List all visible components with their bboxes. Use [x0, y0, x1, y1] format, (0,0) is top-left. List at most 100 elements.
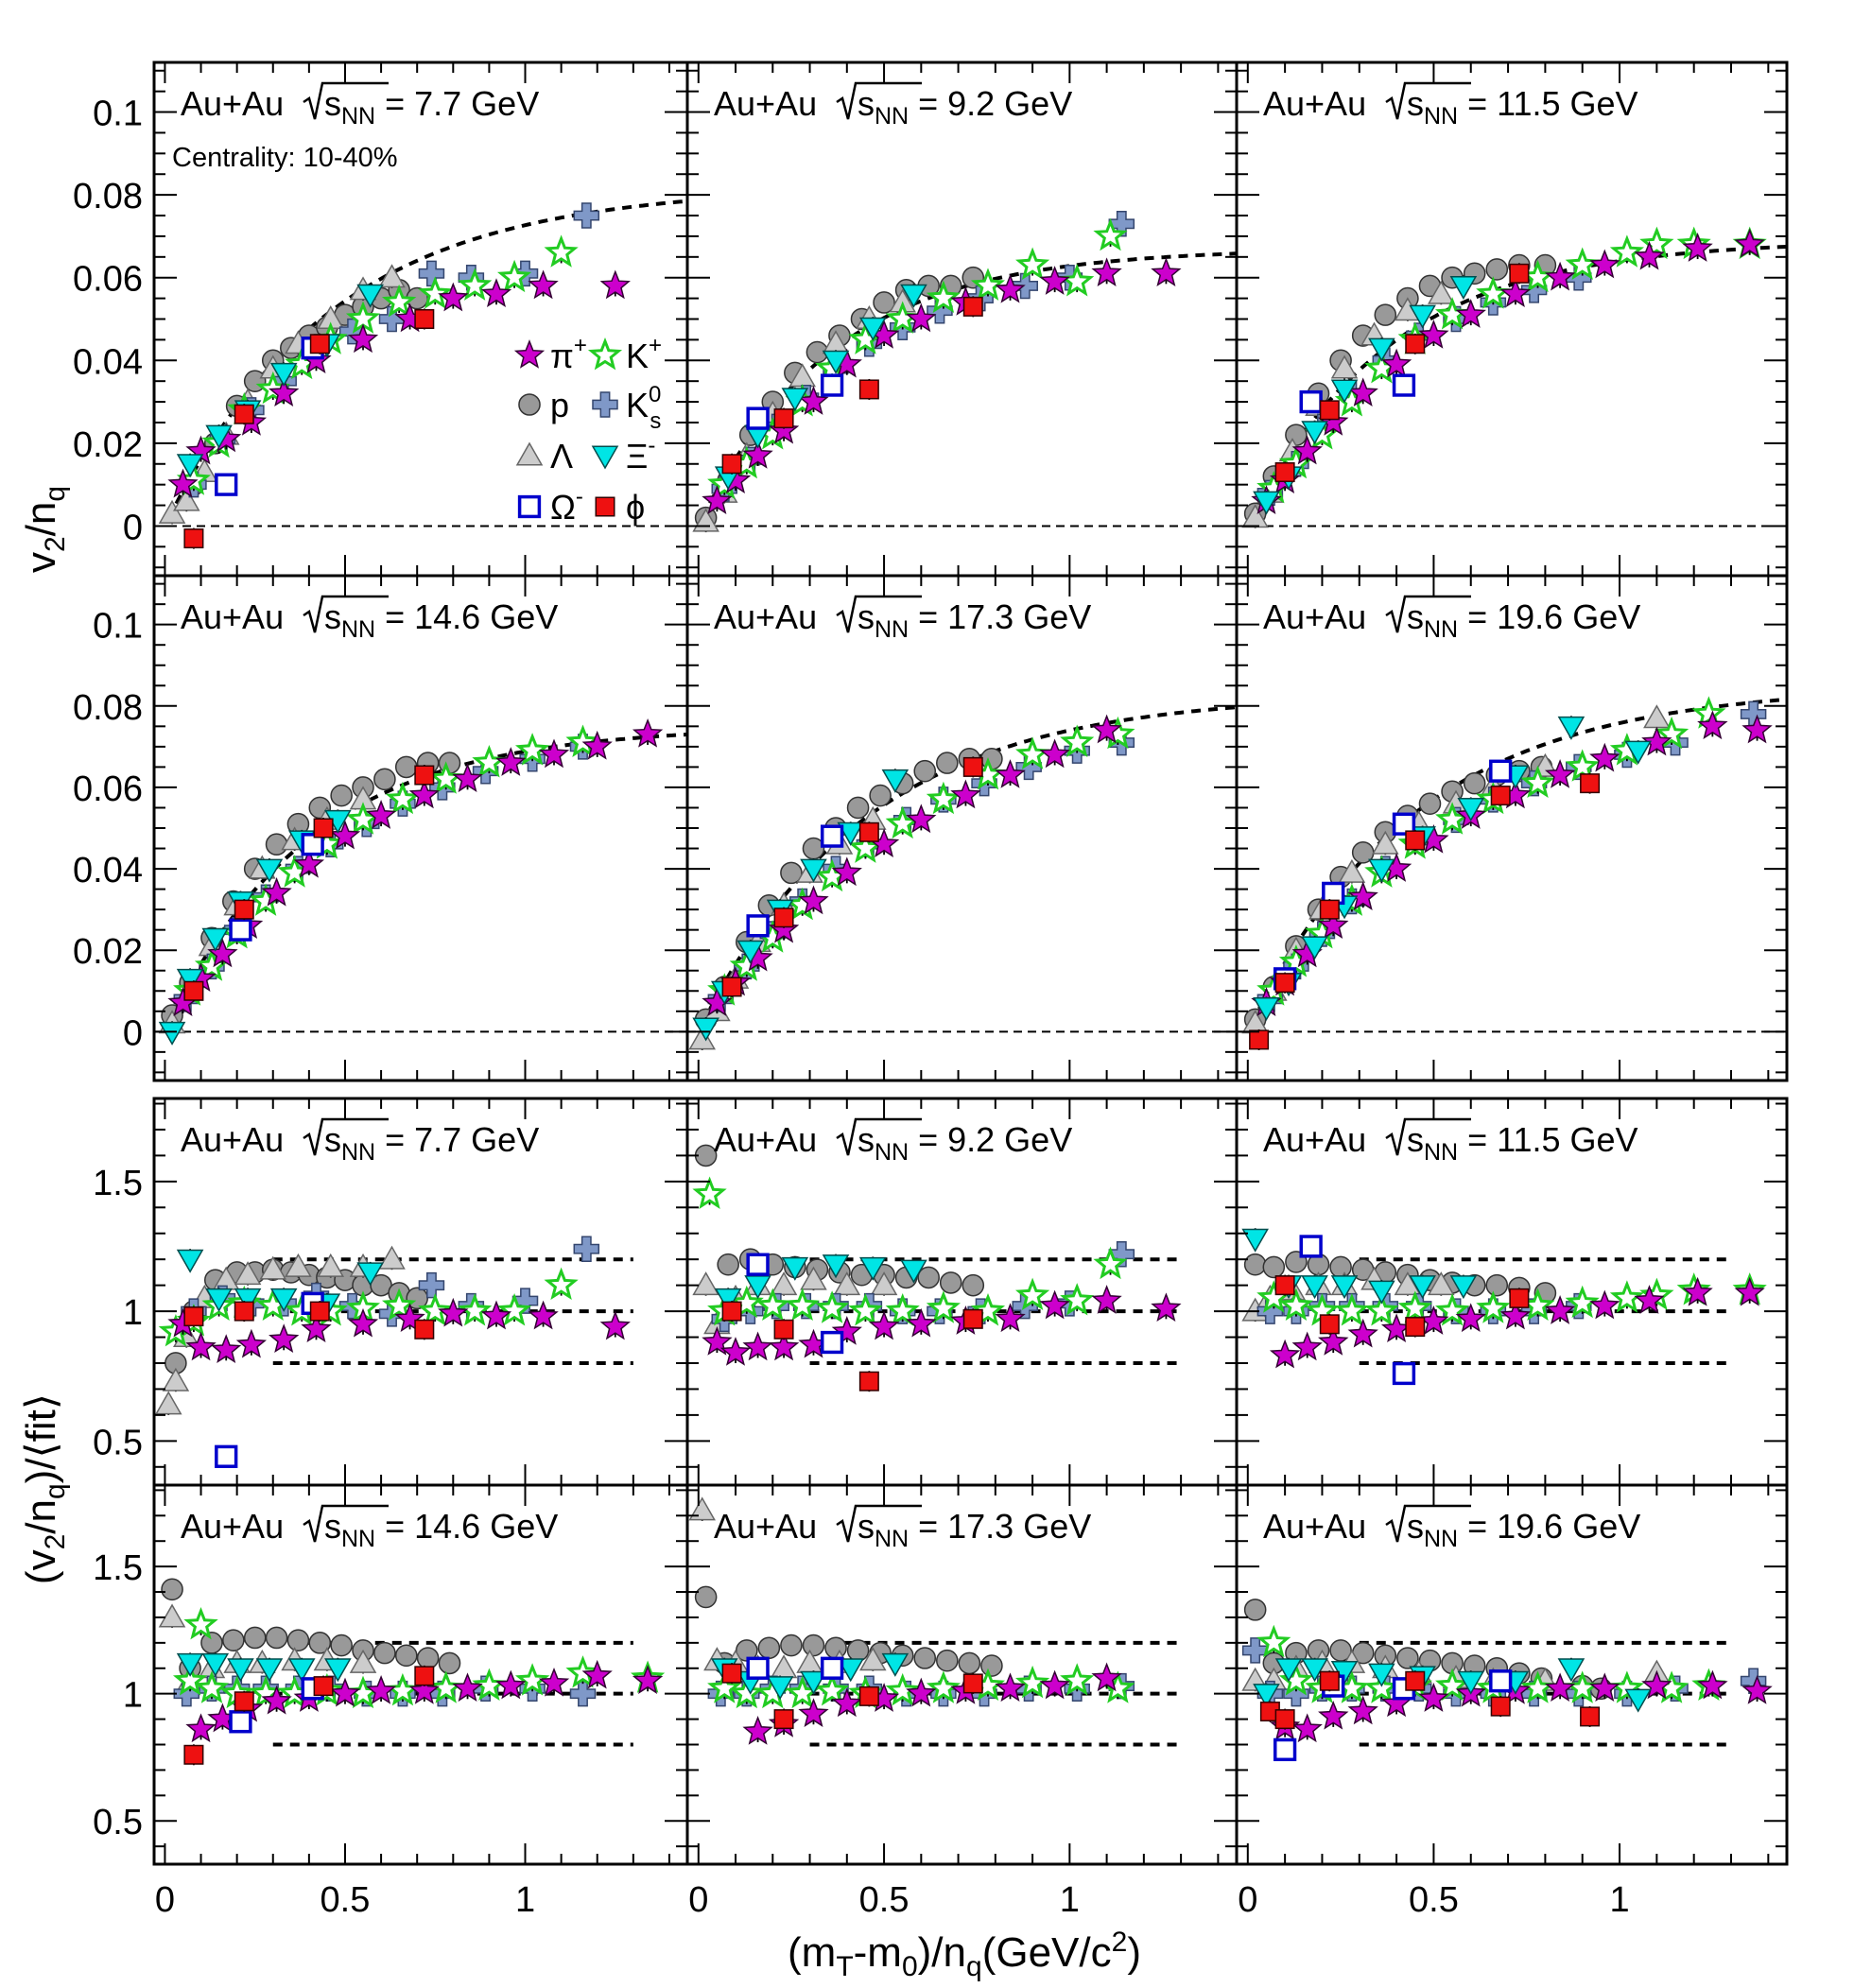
legend-label-sup: 0 [649, 382, 661, 407]
point-p [1485, 1273, 1509, 1297]
point-Xi [255, 858, 284, 883]
point-phi [858, 821, 879, 842]
point-phi [1319, 400, 1340, 421]
point-Xi [1449, 275, 1478, 300]
legend-label-text: p [550, 386, 569, 424]
point-pi [261, 876, 292, 907]
sqrt-sub: NN [875, 1139, 909, 1166]
point-pi [768, 414, 800, 444]
point-K [1435, 1292, 1470, 1326]
point-K [1256, 1624, 1291, 1658]
sqrt-s-label: sNN = 19.6 GeV [1407, 1507, 1640, 1552]
data-points [688, 714, 1135, 1050]
xlabel-sub1: T [836, 1951, 853, 1982]
point-Omega [301, 833, 324, 856]
point-pi [1347, 1318, 1378, 1348]
point-K [497, 1292, 532, 1326]
energy-value: = 11.5 GeV [1458, 1120, 1637, 1159]
point-Xi [1274, 1658, 1303, 1683]
point-K [926, 781, 961, 815]
legend-marker-Omega [517, 494, 542, 519]
point-K [1520, 765, 1555, 799]
y-tick-label: 0.5 [93, 1423, 143, 1462]
point-Lambda [154, 1391, 182, 1415]
data-points [158, 1578, 666, 1766]
sqrt-s: s [1407, 84, 1424, 123]
point-pi [831, 1687, 862, 1718]
data-points [158, 202, 631, 549]
energy-value: = 14.6 GeV [375, 1507, 558, 1546]
legend-marker-pi [513, 339, 546, 369]
point-Lambda [1427, 280, 1455, 304]
point-Omega [1392, 1361, 1416, 1386]
point-Xi [1368, 337, 1395, 362]
ylabel-top-mid: /n [18, 502, 64, 537]
point-pi [906, 303, 937, 333]
point-pi [211, 1334, 242, 1364]
legend-label-sup: + [574, 333, 587, 358]
panel-ratio-9-2-GeV: Au+Au sNN = 9.2 GeV [685, 1097, 1239, 1487]
point-p [780, 861, 803, 885]
series-Ks [1256, 264, 1592, 507]
point-pi [1269, 1339, 1301, 1369]
y-tick-label: 1 [123, 1293, 143, 1333]
sqrt-symbol [1385, 1117, 1471, 1156]
point-K [458, 1293, 493, 1326]
point-Xi [837, 821, 865, 846]
point-Xi [1253, 491, 1280, 515]
point-phi [234, 899, 254, 920]
point-Omega [1392, 373, 1416, 397]
point-K [1060, 724, 1095, 758]
point-phi [1490, 1696, 1511, 1717]
sqrt-s-label: sNN = 17.3 GeV [858, 597, 1091, 643]
y-tick-label: 0.02 [73, 425, 143, 465]
point-pi [1589, 249, 1620, 279]
point-Xi [1624, 740, 1652, 765]
point-Xi [692, 1017, 719, 1042]
point-K [815, 1672, 850, 1706]
point-pi [269, 1323, 300, 1354]
point-pi [1544, 1672, 1576, 1703]
series-pi [702, 1285, 1182, 1366]
point-p [717, 1253, 739, 1276]
legend-label-sup: - [648, 433, 655, 458]
point-phi [1274, 1709, 1295, 1730]
point-K [1364, 1293, 1399, 1326]
point-Omega [1392, 812, 1416, 836]
point-pi [719, 1337, 752, 1366]
sqrt-sub: NN [341, 103, 375, 130]
panel-frame [685, 574, 1239, 1082]
point-pi [1741, 714, 1773, 744]
series-Xi [176, 1652, 352, 1683]
point-K [1014, 1277, 1050, 1311]
point-Omega [1489, 1669, 1513, 1693]
point-p [394, 755, 418, 779]
xlabel-sub3: q [966, 1951, 982, 1982]
y-tick-label: 1.5 [93, 1164, 143, 1203]
axis-ticks [154, 1098, 687, 1485]
system-text: Au+Au [1263, 1507, 1366, 1546]
point-Xi [1253, 996, 1280, 1021]
point-K [1476, 1290, 1511, 1323]
data-points [1241, 1599, 1773, 1762]
point-phi [1405, 1317, 1426, 1338]
point-K [565, 724, 600, 758]
legend-label-Omega: Ω- [550, 484, 583, 527]
point-Xi [176, 1249, 204, 1273]
data-points [1241, 226, 1767, 528]
point-Omega [215, 1444, 238, 1468]
legend-label-pi: π+ [550, 333, 587, 375]
point-pi [1318, 1700, 1349, 1730]
point-K [418, 1293, 453, 1326]
point-pi [632, 717, 664, 748]
point-pi [452, 763, 483, 793]
point-phi [183, 980, 204, 1001]
xlabel-sup: 2 [1112, 1927, 1128, 1958]
system-text: Au+Au [1263, 1120, 1366, 1159]
energy-value: = 14.6 GeV [375, 597, 558, 636]
point-Omega [229, 918, 252, 942]
point-pi [742, 1331, 773, 1361]
reference-lines [1359, 1257, 1732, 1365]
sqrt-s-label: sNN = 11.5 GeV [1407, 84, 1638, 130]
legend-marker-Lambda [515, 441, 544, 466]
